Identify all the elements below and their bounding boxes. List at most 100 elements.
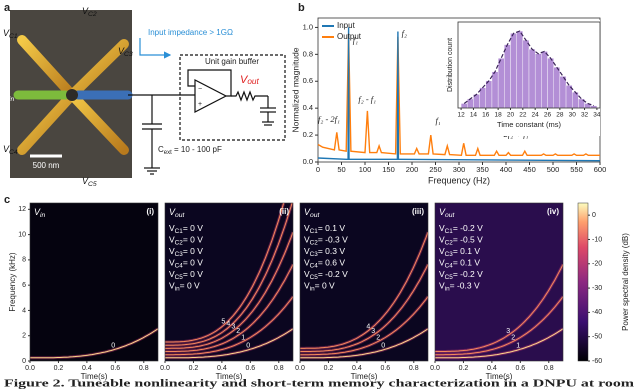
series-line xyxy=(317,34,600,157)
x-tick-label: 28 xyxy=(556,112,564,119)
signal-label-sub: out xyxy=(175,212,186,219)
histogram-bar xyxy=(516,30,524,109)
harmonic-line xyxy=(165,203,293,346)
bias-line-sub: C3 xyxy=(175,251,184,258)
electrode-label-base: V xyxy=(3,144,10,154)
bias-line: VC4= 0.1 V xyxy=(439,258,480,269)
bias-line: VC2= -0.3 V xyxy=(304,235,348,246)
bias-line-rest: = 0 V xyxy=(183,223,203,233)
spectrogram-frame xyxy=(299,202,429,362)
bias-line-sub: C5 xyxy=(175,274,184,281)
electrode-label-sub: C1 xyxy=(9,33,18,40)
x-tick-label: 16 xyxy=(482,112,490,119)
x-tick-label: 0.2 xyxy=(189,365,199,372)
bias-line: VC1= -0.2 V xyxy=(439,223,483,234)
x-axis-label: Time(s) xyxy=(351,372,378,381)
harmonic-line xyxy=(300,296,428,356)
bias-line-sub: C2 xyxy=(310,239,319,246)
x-tick-label: 50 xyxy=(337,165,345,174)
electrode-label: Vin xyxy=(3,91,15,102)
y-tick-label: 8 xyxy=(22,257,26,264)
x-tick-label: 0.6 xyxy=(245,365,255,372)
signal-label-base: V xyxy=(304,207,311,217)
harmonic-label: 5 xyxy=(221,318,225,325)
histogram-bar xyxy=(565,85,573,109)
spectrogram-frame xyxy=(434,202,564,362)
x-tick-label: 500 xyxy=(547,165,560,174)
bias-line: VC1= 0 V xyxy=(169,223,203,234)
subplot-tag: (iv) xyxy=(547,207,559,216)
histogram-bar xyxy=(497,58,505,109)
x-tick-label: 0.8 xyxy=(274,365,284,372)
bias-line-rest: = 0.3 V xyxy=(318,246,346,256)
bias-line-rest: = 0 V xyxy=(183,258,203,268)
bias-line-base: V xyxy=(169,281,175,291)
y-tick-label: 0.4 xyxy=(303,103,313,112)
x-axis-label: Frequency (Hz) xyxy=(428,175,490,185)
histogram-bar xyxy=(510,33,517,109)
bias-line-sub: C1 xyxy=(310,228,319,235)
spectrogram-bg xyxy=(435,203,563,361)
harmonic-label: 2 xyxy=(511,334,515,341)
bias-line-rest: = 0 V xyxy=(315,281,335,291)
bias-line-base: V xyxy=(169,246,175,256)
bias-line-base: V xyxy=(169,258,175,268)
x-tick-label: 0.6 xyxy=(380,365,390,372)
subplot-tag: (i) xyxy=(146,207,154,216)
bias-line-base: V xyxy=(439,223,445,233)
harmonic-line xyxy=(165,328,293,359)
x-tick-label: 0.0 xyxy=(160,365,170,372)
bias-line-rest: = -0.2 V xyxy=(453,223,483,233)
bias-line: Vin= 0 V xyxy=(304,281,335,292)
subplot-tag: (ii) xyxy=(279,207,289,216)
bias-line: VC5= -0.2 V xyxy=(439,269,483,280)
colorbar xyxy=(577,202,589,362)
y-axis-label: Distribution count xyxy=(447,38,454,92)
x-tick-label: 0.0 xyxy=(295,365,305,372)
bias-line-sub: C2 xyxy=(175,239,184,246)
cext-label-base: C xyxy=(158,145,164,154)
bias-line-sub: C4 xyxy=(175,262,184,269)
histogram-bar xyxy=(460,103,468,109)
x-tick-label: 14 xyxy=(470,112,478,119)
harmonic-line xyxy=(165,203,285,343)
colorbar-tick-label: -10 xyxy=(592,236,602,243)
bias-line: VC3= 0.3 V xyxy=(304,246,345,257)
harmonic-line xyxy=(435,264,563,352)
circuit xyxy=(128,38,286,175)
bias-line: VC2= 0 V xyxy=(169,235,203,246)
vout-label: Vout xyxy=(240,74,260,86)
bias-line-rest: = -0.3 V xyxy=(318,235,348,245)
colorbar-tick-label: 0 xyxy=(592,212,596,219)
x-tick-label: 20 xyxy=(507,112,515,119)
electrode-label: VC2 xyxy=(82,6,97,17)
bias-line-rest: = -0.5 V xyxy=(453,235,483,245)
bias-line-base: V xyxy=(439,269,445,279)
colorbar-tick-label: -50 xyxy=(592,334,602,341)
x-tick-label: 0.8 xyxy=(409,365,419,372)
bias-line: VC4= 0.6 V xyxy=(304,258,345,269)
electrode-label-sub: C3 xyxy=(124,51,133,58)
x-tick-label: 18 xyxy=(495,112,503,119)
harmonic-line xyxy=(165,264,293,352)
vout-label-base: V xyxy=(240,74,249,86)
bias-line-base: V xyxy=(439,258,445,268)
bias-line-base: V xyxy=(439,281,445,291)
device-image xyxy=(10,10,133,178)
panel-label: c xyxy=(4,194,10,206)
harmonic-label: 3 xyxy=(231,324,235,331)
x-tick-label: 550 xyxy=(570,165,583,174)
spectrogram-bg xyxy=(30,203,158,361)
annotation: f₂ - f₁ xyxy=(358,94,376,104)
harmonic-label: 2 xyxy=(376,334,380,341)
bias-line-base: V xyxy=(439,246,445,256)
bias-line-rest: = -0.2 V xyxy=(318,269,348,279)
colorbar-label: Power spectral density (dB) xyxy=(621,233,630,331)
y-tick-label: 2 xyxy=(22,333,26,340)
annotation: f₂ xyxy=(402,28,407,38)
bias-line-base: V xyxy=(304,281,310,291)
bias-line-sub: C1 xyxy=(445,228,454,235)
subplot-tag: (iii) xyxy=(412,207,424,216)
signal-label-sub: in xyxy=(40,212,45,219)
spectrogram xyxy=(30,327,158,360)
